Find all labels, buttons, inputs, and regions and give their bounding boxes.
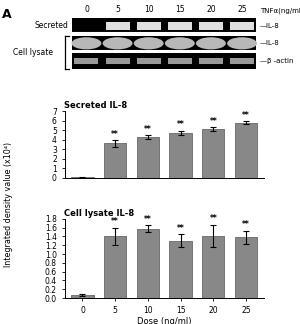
Text: 20: 20: [206, 5, 216, 14]
Text: 15: 15: [175, 5, 184, 14]
Text: 0: 0: [84, 5, 89, 14]
Bar: [168, 22, 192, 29]
Bar: [169, 241, 192, 298]
Bar: [106, 58, 130, 64]
Bar: [104, 237, 126, 298]
Text: **: **: [177, 224, 184, 233]
Bar: [199, 58, 223, 64]
Ellipse shape: [227, 37, 257, 49]
Bar: [230, 58, 254, 64]
Text: **: **: [209, 214, 217, 223]
Bar: [137, 22, 161, 29]
X-axis label: Dose (ng/ml): Dose (ng/ml): [137, 318, 191, 324]
Bar: [202, 129, 224, 178]
Ellipse shape: [103, 37, 133, 49]
Text: **: **: [144, 215, 152, 224]
Text: 5: 5: [115, 5, 120, 14]
Text: **: **: [242, 111, 250, 120]
Bar: [202, 236, 224, 298]
Text: 10: 10: [144, 5, 154, 14]
Text: Secreted: Secreted: [34, 21, 68, 30]
Bar: [104, 144, 126, 178]
Text: **: **: [111, 217, 119, 226]
Bar: [71, 177, 94, 178]
Text: **: **: [144, 125, 152, 134]
Bar: [137, 228, 159, 298]
Text: Secreted IL-8: Secreted IL-8: [64, 101, 128, 110]
Text: —IL-8: —IL-8: [260, 23, 280, 29]
Bar: [137, 137, 159, 178]
Text: **: **: [242, 220, 250, 229]
Bar: [235, 237, 257, 298]
Bar: [199, 22, 223, 29]
Ellipse shape: [165, 37, 195, 49]
Text: **: **: [177, 121, 184, 130]
Bar: [169, 133, 192, 178]
Text: **: **: [209, 117, 217, 126]
Bar: [73, 53, 256, 69]
Ellipse shape: [134, 37, 164, 49]
Text: A: A: [2, 8, 11, 21]
Text: **: **: [111, 130, 119, 139]
Ellipse shape: [71, 37, 101, 49]
Text: Cell lysate: Cell lysate: [13, 48, 52, 57]
Bar: [230, 22, 254, 29]
Text: TNFα(ng/ml): TNFα(ng/ml): [260, 7, 300, 14]
Bar: [235, 122, 257, 178]
Bar: [71, 295, 94, 298]
Bar: [73, 18, 256, 33]
Text: Cell lysate IL-8: Cell lysate IL-8: [64, 209, 135, 218]
Bar: [73, 36, 256, 51]
Bar: [168, 58, 192, 64]
Text: Integrated density value (x10⁴): Integrated density value (x10⁴): [4, 142, 14, 267]
Text: —IL-8: —IL-8: [260, 40, 280, 46]
Bar: [137, 58, 161, 64]
Text: —β -actin: —β -actin: [260, 58, 293, 64]
Text: 25: 25: [237, 5, 247, 14]
Bar: [74, 58, 98, 64]
Bar: [106, 22, 130, 29]
Ellipse shape: [196, 37, 226, 49]
